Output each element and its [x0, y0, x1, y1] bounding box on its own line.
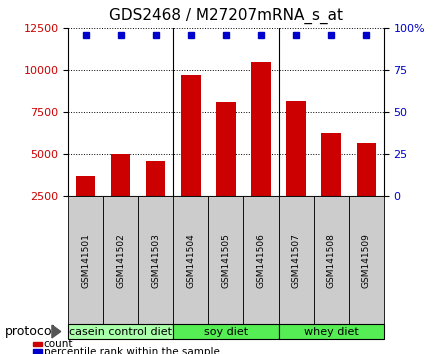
Bar [251, 62, 271, 239]
Text: GSM141502: GSM141502 [116, 233, 125, 287]
Text: percentile rank within the sample: percentile rank within the sample [44, 347, 220, 354]
Text: count: count [44, 339, 73, 349]
Bar [286, 102, 306, 239]
Bar [322, 132, 341, 239]
Text: GSM141503: GSM141503 [151, 233, 160, 288]
Text: GSM141508: GSM141508 [326, 233, 336, 288]
Text: GSM141501: GSM141501 [81, 233, 90, 288]
Bar [181, 75, 201, 239]
Bar [216, 102, 235, 239]
Bar [76, 176, 95, 239]
Text: casein control diet: casein control diet [69, 326, 172, 337]
Text: GSM141505: GSM141505 [221, 233, 231, 288]
Text: GSM141507: GSM141507 [292, 233, 301, 288]
Bar [356, 143, 376, 239]
Bar [111, 154, 130, 239]
Text: GSM141504: GSM141504 [187, 233, 195, 287]
Text: protocol: protocol [4, 325, 55, 338]
Text: whey diet: whey diet [304, 326, 359, 337]
Title: GDS2468 / M27207mRNA_s_at: GDS2468 / M27207mRNA_s_at [109, 8, 343, 24]
Text: soy diet: soy diet [204, 326, 248, 337]
Text: GSM141506: GSM141506 [257, 233, 265, 288]
Text: GSM141509: GSM141509 [362, 233, 370, 288]
Bar [146, 161, 165, 239]
